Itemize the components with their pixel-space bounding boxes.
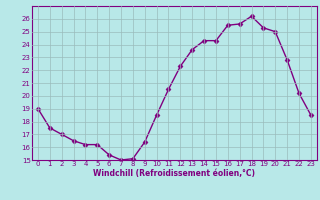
X-axis label: Windchill (Refroidissement éolien,°C): Windchill (Refroidissement éolien,°C) (93, 169, 255, 178)
